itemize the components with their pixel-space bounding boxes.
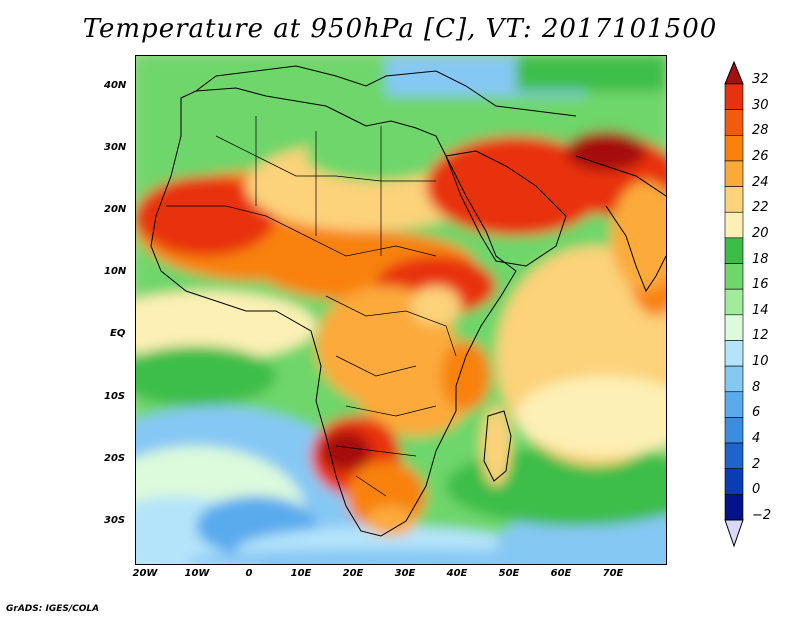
lon-label-10w: 10W bbox=[184, 568, 210, 579]
lon-label-10e: 10E bbox=[290, 568, 312, 579]
colorbar-cell bbox=[724, 442, 744, 470]
colorbar-level-label: 12 bbox=[752, 328, 769, 344]
colorbar-level-label: 16 bbox=[752, 277, 769, 293]
colorbar-level-label: 6 bbox=[752, 405, 761, 421]
colorbar-cell bbox=[724, 494, 744, 521]
temperature-map bbox=[135, 55, 667, 565]
colorbar-level-label: 28 bbox=[752, 123, 769, 139]
lat-label-20s: 20S bbox=[104, 453, 126, 464]
lon-label-70e: 70E bbox=[602, 568, 624, 579]
lat-label-20n: 20N bbox=[104, 204, 127, 215]
grads-credit: GrADS: IGES/COLA bbox=[6, 604, 100, 614]
colorbar-cell bbox=[724, 211, 744, 239]
lon-label-20w: 20W bbox=[132, 568, 158, 579]
colorbar-level-label: 24 bbox=[752, 174, 769, 190]
colorbar-level-label: 14 bbox=[752, 302, 769, 318]
lon-label-60e: 60E bbox=[550, 568, 572, 579]
colorbar-level-label: −2 bbox=[752, 508, 772, 523]
lat-label-40n: 40N bbox=[104, 80, 127, 91]
temperature-field bbox=[136, 56, 666, 564]
colorbar-cell bbox=[724, 134, 744, 162]
map-title: Temperature at 950hPa [C], VT: 201710150… bbox=[82, 14, 718, 44]
colorbar-cell bbox=[724, 263, 744, 290]
lon-label-30e: 30E bbox=[394, 568, 416, 579]
colorbar-cell bbox=[724, 340, 744, 367]
lon-label-0: 0 bbox=[245, 568, 253, 579]
colorbar-level-label: 10 bbox=[752, 354, 769, 370]
colorbar-level-label: 26 bbox=[752, 148, 769, 164]
colorbar-cell bbox=[724, 391, 744, 418]
colorbar-level-label: 2 bbox=[752, 456, 761, 472]
lat-label-10n: 10N bbox=[104, 266, 127, 277]
map-canvas bbox=[136, 56, 666, 564]
lat-label-10s: 10S bbox=[104, 391, 126, 402]
colorbar-cell bbox=[724, 83, 744, 110]
lon-label-50e: 50E bbox=[498, 568, 520, 579]
colorbar-cell bbox=[724, 468, 744, 495]
colorbar-level-label: 4 bbox=[752, 431, 761, 447]
colorbar-level-label: 20 bbox=[752, 225, 769, 241]
colorbar-cell bbox=[724, 314, 744, 341]
colorbar bbox=[724, 60, 744, 548]
colorbar-cell bbox=[724, 160, 744, 187]
colorbar-cell bbox=[724, 365, 744, 393]
country-borders bbox=[166, 116, 457, 497]
colorbar-level-label: 30 bbox=[752, 97, 769, 113]
lat-label-30s: 30S bbox=[104, 515, 126, 526]
lat-label-eq: EQ bbox=[110, 328, 126, 339]
lon-label-40e: 40E bbox=[446, 568, 468, 579]
coastlines bbox=[150, 65, 666, 537]
colorbar-level-label: 32 bbox=[752, 72, 769, 87]
lon-label-20e: 20E bbox=[342, 568, 364, 579]
colorbar-cell bbox=[724, 417, 744, 444]
colorbar-top-arrow bbox=[724, 60, 744, 85]
colorbar-cell bbox=[724, 186, 744, 213]
colorbar-cell bbox=[724, 288, 744, 316]
lat-label-30n: 30N bbox=[104, 142, 127, 153]
colorbar-level-label: 18 bbox=[752, 251, 769, 267]
colorbar-bottom-arrow bbox=[724, 519, 744, 548]
colorbar-cell bbox=[724, 237, 744, 264]
colorbar-level-label: 8 bbox=[752, 379, 761, 395]
colorbar-cell bbox=[724, 109, 744, 136]
colorbar-level-label: 0 bbox=[752, 482, 761, 498]
colorbar-level-label: 22 bbox=[752, 200, 769, 216]
